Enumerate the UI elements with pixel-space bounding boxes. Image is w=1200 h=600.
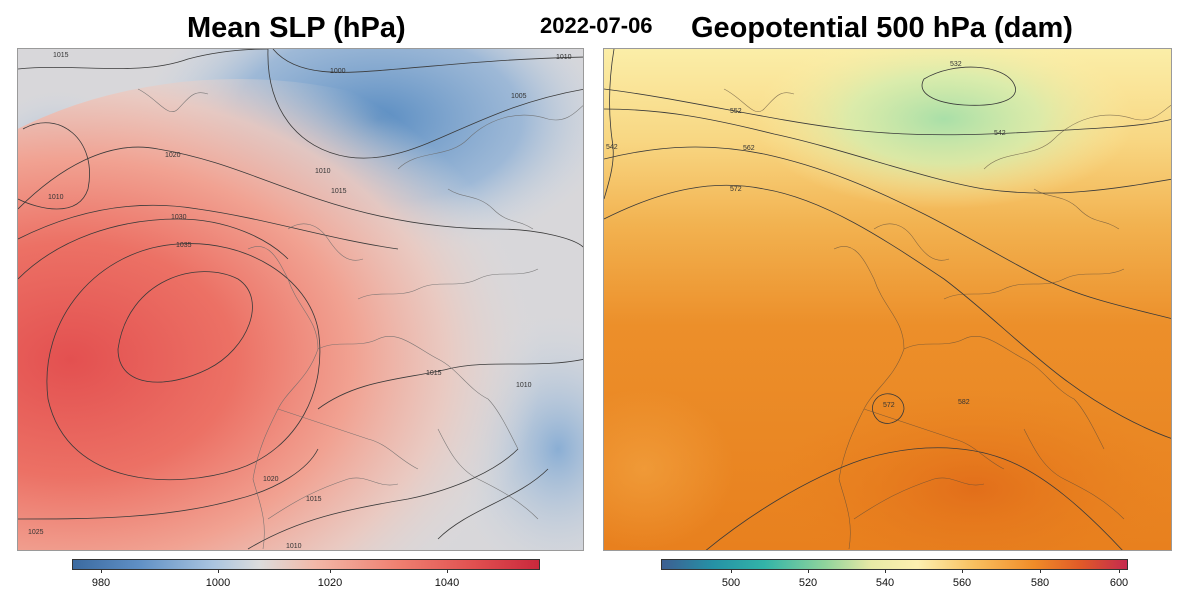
z500-contours — [604, 49, 1171, 550]
z500-coastlines — [723, 88, 1171, 550]
z500-colorbar-tick — [962, 569, 963, 573]
slp-colorbar-tick — [101, 569, 102, 573]
z500-colorbar-label: 500 — [721, 577, 741, 589]
z500-panel-title: Geopotential 500 hPa (dam) — [691, 12, 1073, 44]
slp-isobars — [18, 49, 583, 550]
z500-colorbar-label: 600 — [1109, 577, 1129, 589]
z500-map-graphic: 532 542 552 562 572 572 582 542 — [604, 49, 1171, 550]
contour-label: 1020 — [263, 476, 279, 483]
slp-colorbar-tick — [218, 569, 219, 573]
contour-label: 1010 — [516, 382, 532, 389]
slp-colorbar-tick — [447, 569, 448, 573]
contour-label: 1035 — [176, 242, 192, 249]
contour-label: 542 — [994, 130, 1006, 137]
date-label: 2022-07-06 — [540, 13, 653, 38]
contour-label: 582 — [958, 399, 970, 406]
slp-map-graphic: 1015 1000 1005 1010 1010 1015 1020 1030 … — [18, 49, 583, 550]
slp-panel-title: Mean SLP (hPa) — [187, 12, 406, 44]
z500-colorbar-tick — [1040, 569, 1041, 573]
slp-coastlines — [137, 88, 583, 550]
z500-contour-labels: 532 542 552 562 572 572 582 542 — [606, 61, 1006, 409]
slp-colorbar — [72, 559, 540, 570]
contour-label: 1015 — [53, 52, 69, 59]
contour-label: 1015 — [426, 370, 442, 377]
z500-colorbar-label: 540 — [875, 577, 895, 589]
contour-label: 1025 — [28, 529, 44, 536]
z500-colorbar-label: 560 — [952, 577, 972, 589]
contour-label: 1015 — [306, 496, 322, 503]
contour-label: 1000 — [330, 68, 346, 75]
z500-colorbar-tick — [731, 569, 732, 573]
contour-label: 532 — [950, 61, 962, 68]
z500-map: 532 542 552 562 572 572 582 542 — [603, 48, 1172, 551]
contour-label: 572 — [883, 402, 895, 409]
z500-colorbar-tick — [1119, 569, 1120, 573]
contour-label: 1010 — [286, 543, 302, 550]
contour-label: 552 — [730, 108, 742, 115]
contour-label: 1010 — [556, 54, 572, 61]
contour-label: 1005 — [511, 93, 527, 100]
warm-patch-west — [604, 389, 734, 549]
contour-label: 1010 — [315, 168, 331, 175]
upper-low-north — [754, 49, 1134, 209]
slp-colorbar-label: 1020 — [317, 577, 343, 589]
z500-colorbar — [661, 559, 1128, 570]
high-pressure-azores — [18, 79, 583, 550]
contour-label: 1010 — [48, 194, 64, 201]
contour-label: 542 — [606, 144, 618, 151]
contour-label: 1020 — [165, 152, 181, 159]
slp-colorbar-tick — [330, 569, 331, 573]
slp-map: 1015 1000 1005 1010 1010 1015 1020 1030 … — [17, 48, 584, 551]
slp-contour-labels: 1015 1000 1005 1010 1010 1015 1020 1030 … — [28, 52, 572, 550]
slp-colorbar-label: 1000 — [205, 577, 231, 589]
z500-colorbar-label: 520 — [798, 577, 818, 589]
upper-high-south — [774, 389, 1171, 550]
z500-colorbar-tick — [808, 569, 809, 573]
contour-label: 1030 — [171, 214, 187, 221]
contour-label: 572 — [730, 186, 742, 193]
z500-colorbar-label: 580 — [1030, 577, 1050, 589]
slp-colorbar-label: 1040 — [434, 577, 460, 589]
contour-label: 562 — [743, 145, 755, 152]
contour-label: 1015 — [331, 188, 347, 195]
z500-colorbar-tick — [885, 569, 886, 573]
slp-colorbar-label: 980 — [91, 577, 111, 589]
